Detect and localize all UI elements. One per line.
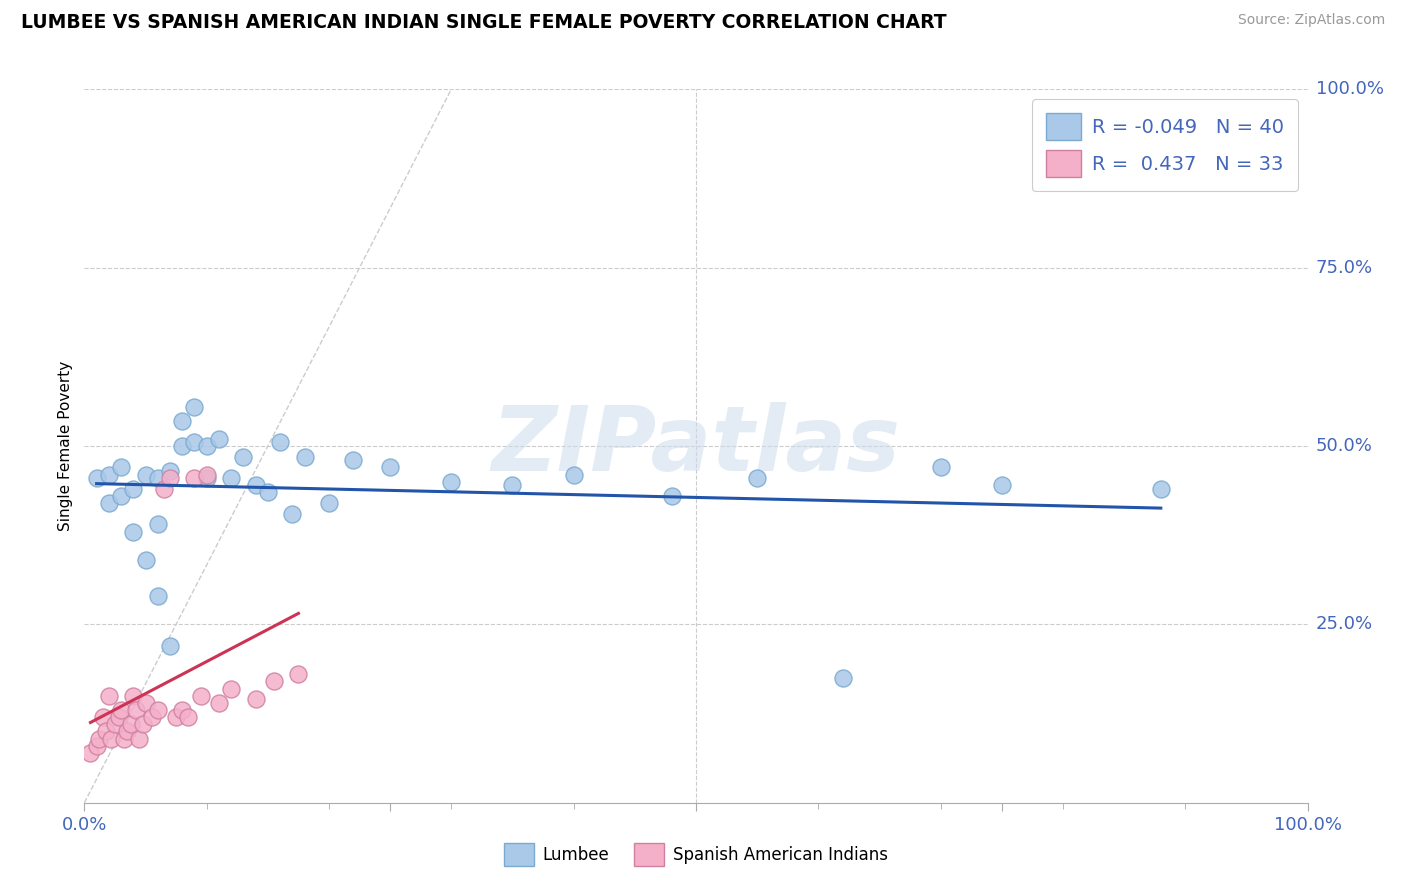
Point: [165, 710, 187, 724]
Point: [183, 400, 205, 414]
Point: [100, 731, 122, 746]
Point: [132, 717, 155, 731]
Point: [128, 731, 150, 746]
Point: [86, 739, 108, 753]
Point: [208, 432, 231, 446]
Point: [110, 489, 132, 503]
Point: [232, 450, 254, 464]
Point: [146, 471, 169, 485]
Text: 25.0%: 25.0%: [1316, 615, 1374, 633]
Point: [96, 724, 118, 739]
Point: [135, 696, 157, 710]
Point: [263, 674, 285, 689]
Y-axis label: Single Female Poverty: Single Female Poverty: [58, 361, 73, 531]
Point: [219, 681, 242, 696]
Point: [294, 450, 316, 464]
Point: [97, 496, 120, 510]
Point: [115, 724, 138, 739]
Point: [831, 671, 853, 685]
Point: [104, 717, 127, 731]
Point: [257, 485, 280, 500]
Point: [219, 471, 242, 485]
Point: [195, 439, 218, 453]
Point: [172, 439, 194, 453]
Text: Source: ZipAtlas.com: Source: ZipAtlas.com: [1237, 13, 1385, 28]
Point: [190, 689, 212, 703]
Point: [135, 553, 157, 567]
Point: [929, 460, 952, 475]
Point: [440, 475, 463, 489]
Point: [177, 710, 200, 724]
Point: [281, 507, 304, 521]
Point: [342, 453, 364, 467]
Point: [122, 482, 145, 496]
Point: [87, 731, 110, 746]
Point: [172, 414, 194, 428]
Point: [146, 517, 169, 532]
Point: [159, 639, 181, 653]
Point: [661, 489, 683, 503]
Point: [79, 746, 101, 760]
Point: [501, 478, 523, 492]
Point: [141, 710, 163, 724]
Text: ZIPatlas: ZIPatlas: [492, 402, 900, 490]
Point: [195, 471, 218, 485]
Point: [110, 460, 132, 475]
Point: [146, 703, 169, 717]
Point: [318, 496, 340, 510]
Text: 100.0%: 100.0%: [1316, 80, 1384, 98]
Point: [112, 731, 135, 746]
Point: [562, 467, 585, 482]
Point: [1150, 482, 1173, 496]
Point: [159, 464, 181, 478]
Point: [107, 710, 129, 724]
Point: [146, 589, 169, 603]
Point: [97, 467, 120, 482]
Point: [153, 482, 176, 496]
Point: [172, 703, 194, 717]
Point: [747, 471, 769, 485]
Text: LUMBEE VS SPANISH AMERICAN INDIAN SINGLE FEMALE POVERTY CORRELATION CHART: LUMBEE VS SPANISH AMERICAN INDIAN SINGLE…: [21, 13, 946, 32]
Point: [110, 703, 132, 717]
Point: [122, 524, 145, 539]
Point: [125, 703, 148, 717]
Point: [86, 471, 108, 485]
Point: [135, 467, 157, 482]
Point: [120, 717, 142, 731]
Point: [380, 460, 402, 475]
Point: [990, 478, 1012, 492]
Point: [269, 435, 291, 450]
Point: [122, 689, 145, 703]
Point: [245, 692, 267, 706]
Point: [287, 667, 309, 681]
Point: [91, 710, 114, 724]
Text: 75.0%: 75.0%: [1316, 259, 1374, 277]
Point: [183, 435, 205, 450]
Point: [208, 696, 231, 710]
Point: [245, 478, 267, 492]
Text: 50.0%: 50.0%: [1316, 437, 1372, 455]
Legend: Lumbee, Spanish American Indians: Lumbee, Spanish American Indians: [498, 836, 894, 873]
Point: [159, 471, 181, 485]
Point: [195, 467, 218, 482]
Point: [183, 471, 205, 485]
Point: [97, 689, 120, 703]
